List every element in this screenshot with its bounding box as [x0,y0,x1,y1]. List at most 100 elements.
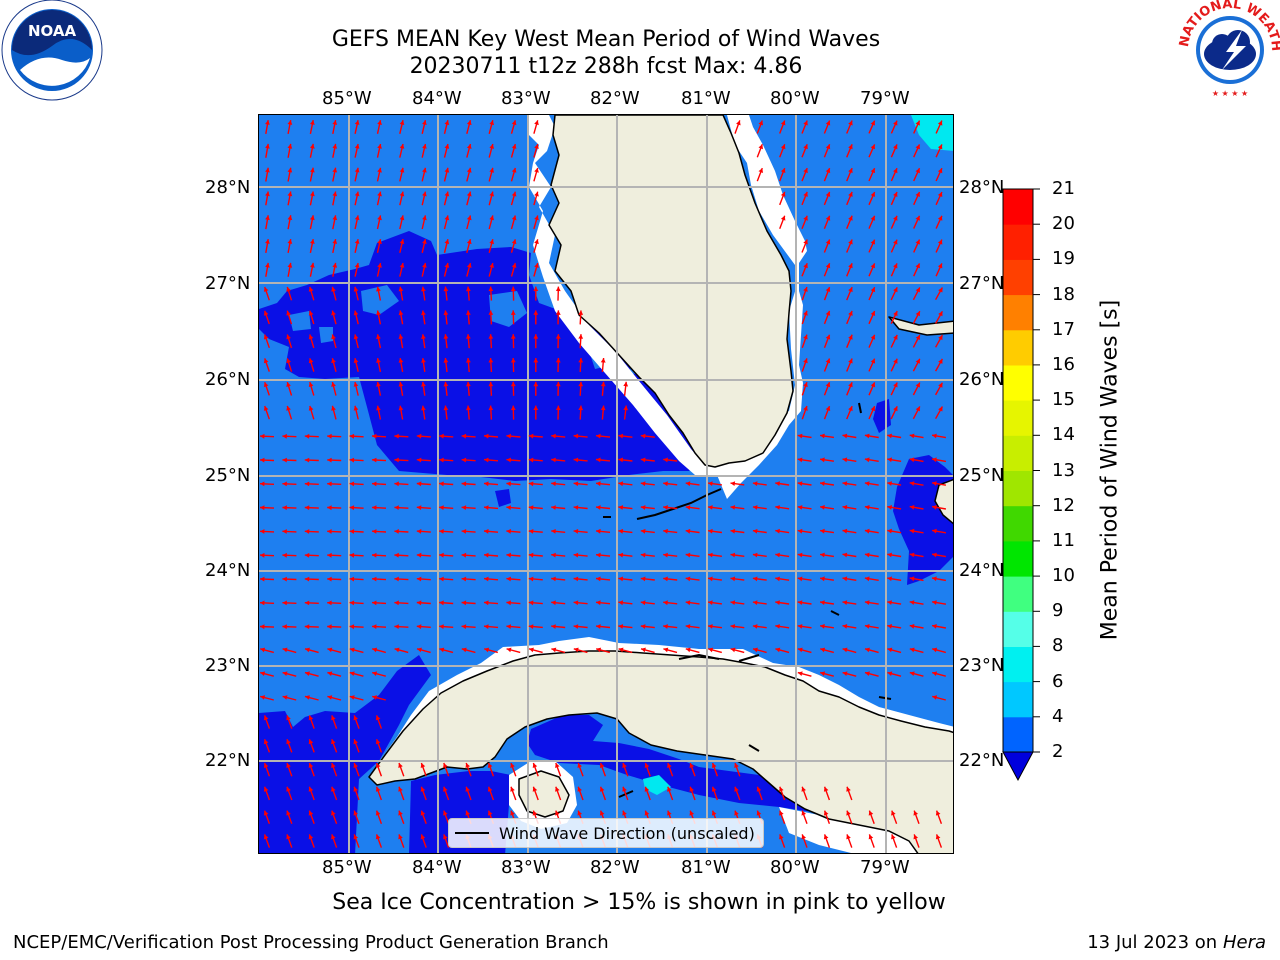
wind-arrow-head [353,334,359,340]
wind-arrow-head [260,505,265,511]
wind-arrow-head [797,433,803,439]
wind-arrow-head [848,263,853,269]
wind-arrow-head [803,120,808,126]
wind-arrow-head [618,433,624,439]
wind-arrow-head [870,334,876,340]
wind-arrow-head [618,552,624,558]
colorbar-tick-label: 4 [1052,705,1064,727]
wind-arrow-head [394,624,399,629]
wind-arrow-head [349,647,355,653]
wind-arrow-head [422,191,427,197]
wind-arrow-head [734,810,739,816]
wind-arrow-head [372,576,377,582]
wind-arrow-head [444,263,450,268]
wind-arrow-head [893,406,898,412]
wind-arrow-head [820,600,825,605]
wind-arrow-head [286,286,291,292]
wind-arrow-head [305,695,310,700]
wind-arrow-head [422,167,427,173]
wind-arrow-head [263,310,269,316]
wind-arrow-head [260,576,265,582]
wind-arrow-head [439,433,444,439]
wind-arrow-head [421,358,426,363]
wind-arrow-head [915,335,920,340]
wind-arrow-head [915,215,920,221]
wind-arrow-head [532,810,538,816]
wind-arrow-head [265,143,270,149]
wind-arrow-head [354,263,360,268]
wind-arrow-head [466,167,472,173]
wind-arrow-head [506,505,511,510]
lat-label-right: 24°N [959,560,1005,581]
wind-arrow-head [641,647,646,653]
wind-arrow-head [399,167,405,173]
wind-arrow-head [332,143,338,149]
wind-arrow-head [938,335,943,341]
colorbar-tick-label: 14 [1052,424,1075,446]
wind-arrow-head [354,191,360,197]
colorbar-segment [1003,681,1033,718]
wind-arrow-head [932,481,937,486]
wind-arrow-head [439,600,444,606]
wind-arrow-head [528,457,534,463]
wind-arrow-head [752,505,758,510]
wind-arrow-head [622,763,627,768]
wind-arrow-head [416,552,422,558]
wind-arrow-head [444,239,450,244]
wind-arrow-head [394,552,399,558]
nws-logo-icon: NATIONAL WEATHER SERVICE ★ ★ ★ ★ [1171,0,1280,104]
wind-arrow-head [555,405,561,411]
wind-arrow-head [286,358,291,364]
wind-arrow-head [893,239,898,245]
wind-arrow-head [443,763,448,768]
wind-arrow-head [439,647,445,653]
wind-arrow-head [708,600,713,605]
wind-arrow-head [354,120,360,125]
title-line-1: GEFS MEAN Key West Mean Period of Wind W… [331,27,881,52]
wind-arrow-head [756,786,762,792]
wind-arrow-head [938,287,943,293]
wind-arrow-head [327,505,332,511]
wind-arrow-head [753,647,758,653]
wind-arrow-head [528,529,534,534]
footer-host: Hera [1222,932,1266,953]
wind-arrow-head [439,624,444,629]
wind-arrow-head [439,552,444,558]
lon-label-bottom: 84°W [412,857,462,878]
wind-arrow-head [846,810,851,816]
wind-arrow-head [842,528,848,534]
wind-arrow-head [780,191,786,197]
wind-arrow-head [640,576,646,582]
wind-arrow-head [893,144,898,150]
wind-arrow-head [711,786,717,792]
colorbar-segment [1003,400,1033,436]
wind-arrow-head [422,144,427,149]
wind-arrow-head [533,310,539,315]
wind-arrow-head [506,552,511,558]
wind-arrow-head [375,810,381,816]
wind-arrow-head [915,144,920,150]
wind-arrow-head [394,505,399,510]
wind-arrow-head [286,405,291,411]
wind-arrow-head [752,528,758,534]
wind-arrow-head [484,505,489,510]
wind-arrow-head [730,576,736,582]
wind-arrow-head [578,381,584,387]
wind-arrow-head [287,239,293,244]
wind-arrow-head [887,433,892,439]
wind-arrow-head [308,310,314,316]
wind-arrow-head [915,311,920,317]
colorbar-tick-label: 12 [1052,494,1075,516]
wind-arrow-head [915,358,920,364]
wind-arrow-head [667,786,672,792]
wind-arrow-head [708,624,713,629]
wind-arrow-head [803,215,808,221]
wind-arrow-head [534,120,539,126]
wind-arrow-head [263,739,269,745]
colorbar-tick-label: 15 [1052,389,1075,411]
wind-arrow-head [915,382,920,388]
wind-arrow-head [909,433,915,439]
wind-arrow-head [398,286,404,292]
wind-arrow-head [803,263,808,269]
wind-arrow-head [932,528,937,534]
